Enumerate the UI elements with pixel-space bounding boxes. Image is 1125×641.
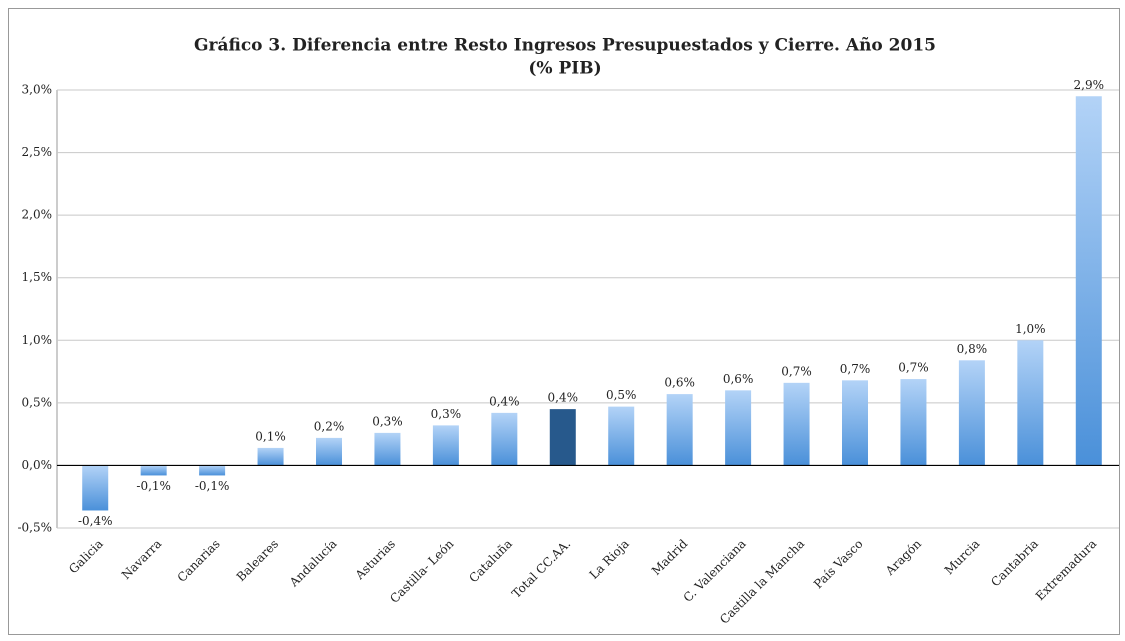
chart-subtitle: (% PIB) — [528, 59, 601, 79]
chart-title: Gráfico 3. Diferencia entre Resto Ingres… — [194, 36, 936, 56]
value-label: -0,1% — [136, 479, 171, 493]
bar — [491, 412, 518, 466]
value-label: 2,9% — [1074, 78, 1105, 92]
value-label: 0,4% — [489, 394, 520, 408]
y-tick-label: 0,5% — [22, 395, 53, 409]
y-tick-label: 2,0% — [22, 208, 53, 222]
bar — [666, 394, 693, 466]
bar — [900, 379, 927, 466]
value-label: 0,2% — [314, 419, 345, 433]
value-label: 1,0% — [1015, 322, 1046, 336]
value-label: -0,4% — [78, 514, 113, 528]
value-label: 0,6% — [723, 372, 754, 386]
bar — [199, 465, 226, 476]
bar — [82, 465, 109, 511]
value-label: 0,4% — [548, 391, 579, 405]
y-tick-label: 1,0% — [22, 333, 53, 347]
value-label: 0,7% — [840, 362, 871, 376]
bar — [725, 390, 752, 466]
y-tick-label: -0,5% — [17, 521, 52, 535]
value-label: 0,3% — [431, 407, 462, 421]
y-tick-label: 0,0% — [22, 458, 53, 472]
bar — [549, 409, 576, 466]
bar — [958, 360, 985, 466]
bar — [608, 406, 635, 466]
value-label: 0,7% — [898, 361, 929, 375]
y-tick-label: 2,5% — [22, 145, 53, 159]
value-label: 0,7% — [781, 364, 812, 378]
bar — [1017, 340, 1044, 466]
bar — [140, 465, 167, 476]
value-label: -0,1% — [195, 479, 230, 493]
chart-frame — [8, 8, 1120, 635]
bar — [783, 382, 810, 466]
y-tick-label: 3,0% — [22, 83, 53, 97]
y-tick-label: 1,5% — [22, 270, 53, 284]
value-label: 0,5% — [606, 388, 637, 402]
bar — [842, 380, 868, 466]
bar — [257, 447, 284, 466]
value-label: 0,8% — [957, 342, 988, 356]
bar — [374, 432, 401, 466]
value-label: 0,3% — [372, 414, 403, 428]
value-label: 0,1% — [255, 429, 286, 443]
value-label: 0,6% — [664, 376, 695, 390]
bar — [316, 437, 342, 466]
bar — [1075, 96, 1102, 466]
bar — [432, 425, 459, 466]
